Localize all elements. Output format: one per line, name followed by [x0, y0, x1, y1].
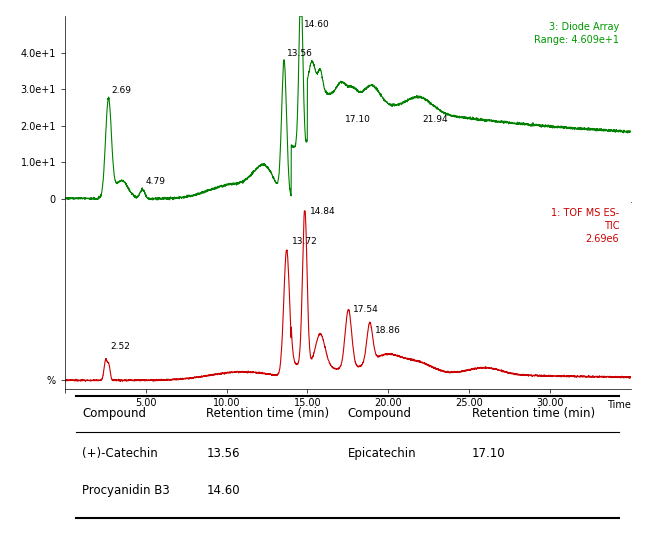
- Text: 18.86: 18.86: [374, 326, 400, 334]
- Text: 2.52: 2.52: [111, 342, 131, 351]
- Text: 17.54: 17.54: [353, 305, 379, 314]
- Text: 17.10: 17.10: [344, 115, 370, 124]
- Text: 4.79: 4.79: [146, 177, 166, 186]
- Text: 13.72: 13.72: [291, 238, 317, 247]
- Text: Procyanidin B3: Procyanidin B3: [82, 484, 170, 497]
- Text: 14.84: 14.84: [309, 207, 335, 216]
- Text: Compound: Compound: [348, 407, 411, 419]
- Text: 14.60: 14.60: [207, 484, 240, 497]
- Text: 2.69: 2.69: [112, 86, 132, 95]
- Text: 1: TOF MS ES-
TIC
2.69e6: 1: TOF MS ES- TIC 2.69e6: [551, 208, 619, 244]
- Text: Compound: Compound: [82, 407, 146, 419]
- Text: Retention time (min): Retention time (min): [207, 407, 330, 419]
- Text: 17.10: 17.10: [472, 447, 506, 460]
- Text: 14.60: 14.60: [304, 20, 330, 29]
- Text: (+)-Catechin: (+)-Catechin: [82, 447, 158, 460]
- Text: 21.94: 21.94: [422, 115, 448, 124]
- Text: Epicatechin: Epicatechin: [348, 447, 417, 460]
- Text: Time: Time: [606, 400, 630, 410]
- Text: 13.56: 13.56: [207, 447, 240, 460]
- Text: Retention time (min): Retention time (min): [472, 407, 595, 419]
- Text: 3: Diode Array
Range: 4.609e+1: 3: Diode Array Range: 4.609e+1: [534, 21, 619, 45]
- Text: 13.56: 13.56: [287, 49, 313, 58]
